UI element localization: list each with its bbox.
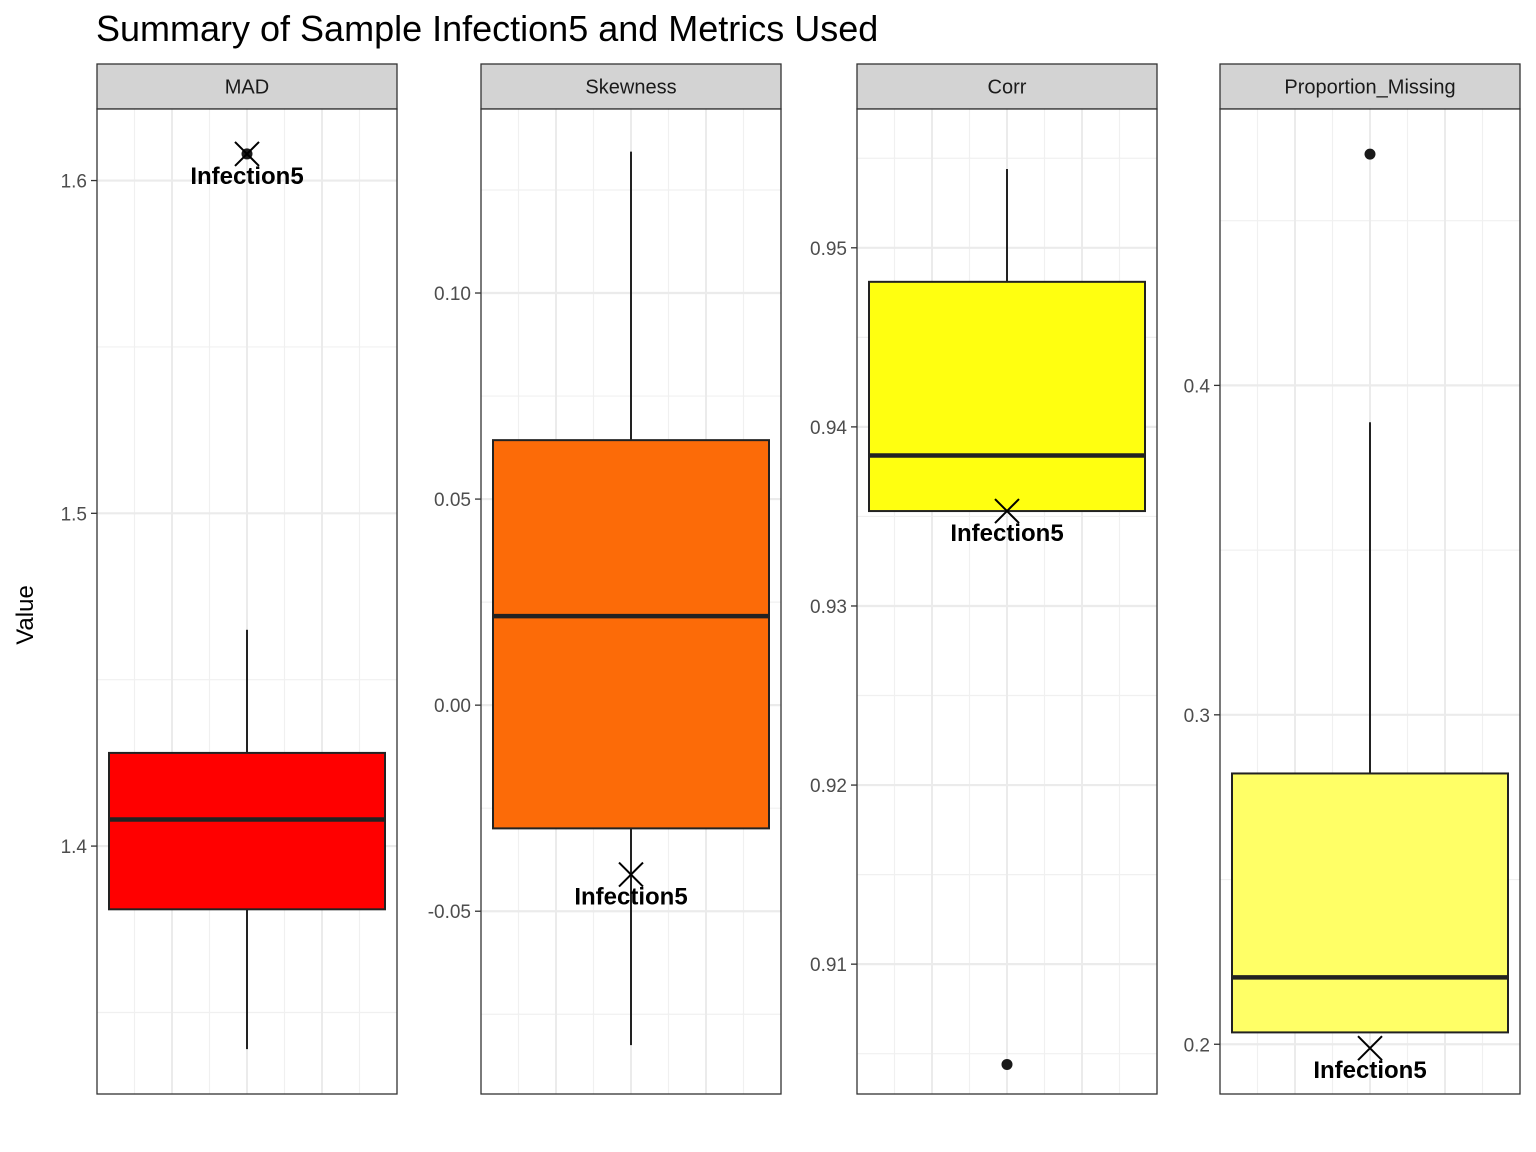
sample-marker-corr (994, 498, 1020, 524)
sample-label-skewness: Infection5 (574, 884, 687, 911)
box-mad (108, 751, 386, 911)
y-tick-label: -0.05 (428, 902, 471, 923)
y-tick-label: 0.00 (434, 696, 471, 717)
box-skewness (492, 439, 770, 830)
sample-label-proportion-missing: Infection5 (1313, 1057, 1426, 1084)
sample-label-mad: Infection5 (190, 163, 303, 190)
y-tick-label: 0.3 (1184, 706, 1210, 727)
facet-label-proportion-missing: Proportion_Missing (1284, 77, 1455, 99)
y-tick-label: 0.92 (810, 776, 847, 797)
panel-border-corr (856, 108, 1158, 1095)
y-tick-label: 0.93 (810, 597, 847, 618)
panel-border-skewness (480, 108, 782, 1095)
y-tick-label: 0.2 (1184, 1035, 1210, 1056)
facet-label-corr: Corr (988, 77, 1027, 99)
y-tick-label: 1.6 (61, 172, 87, 193)
y-tick-label: 0.05 (434, 490, 471, 511)
panel-border-mad (96, 108, 398, 1095)
outlier-point-corr (1001, 1058, 1013, 1070)
sample-marker-mad (234, 141, 260, 167)
facet-label-mad: MAD (225, 77, 269, 99)
facet-label-skewness: Skewness (585, 77, 676, 99)
y-tick-label: 0.95 (810, 239, 847, 260)
facet-strip-skewness (480, 63, 782, 110)
panel-border-proportion-missing (1219, 108, 1521, 1095)
y-tick-label: 1.5 (61, 504, 87, 525)
sample-label-corr: Infection5 (950, 520, 1063, 547)
chart-title: Summary of Sample Infection5 and Metrics… (96, 8, 879, 49)
y-tick-label: 0.10 (434, 284, 471, 305)
outlier-point-proportion-missing (1364, 148, 1376, 160)
box-proportion-missing (1231, 772, 1509, 1034)
y-tick-label: 1.4 (61, 837, 88, 858)
y-tick-label: 0.4 (1184, 376, 1211, 397)
sample-marker-skewness (618, 861, 644, 888)
facet-strip-proportion-missing (1219, 63, 1521, 110)
y-tick-label: 0.94 (810, 418, 847, 439)
y-tick-label: 0.91 (810, 955, 847, 976)
facet-strip-mad (96, 63, 398, 110)
sample-marker-proportion-missing (1357, 1035, 1383, 1061)
box-corr (868, 280, 1146, 513)
facet-strip-corr (856, 63, 1158, 110)
